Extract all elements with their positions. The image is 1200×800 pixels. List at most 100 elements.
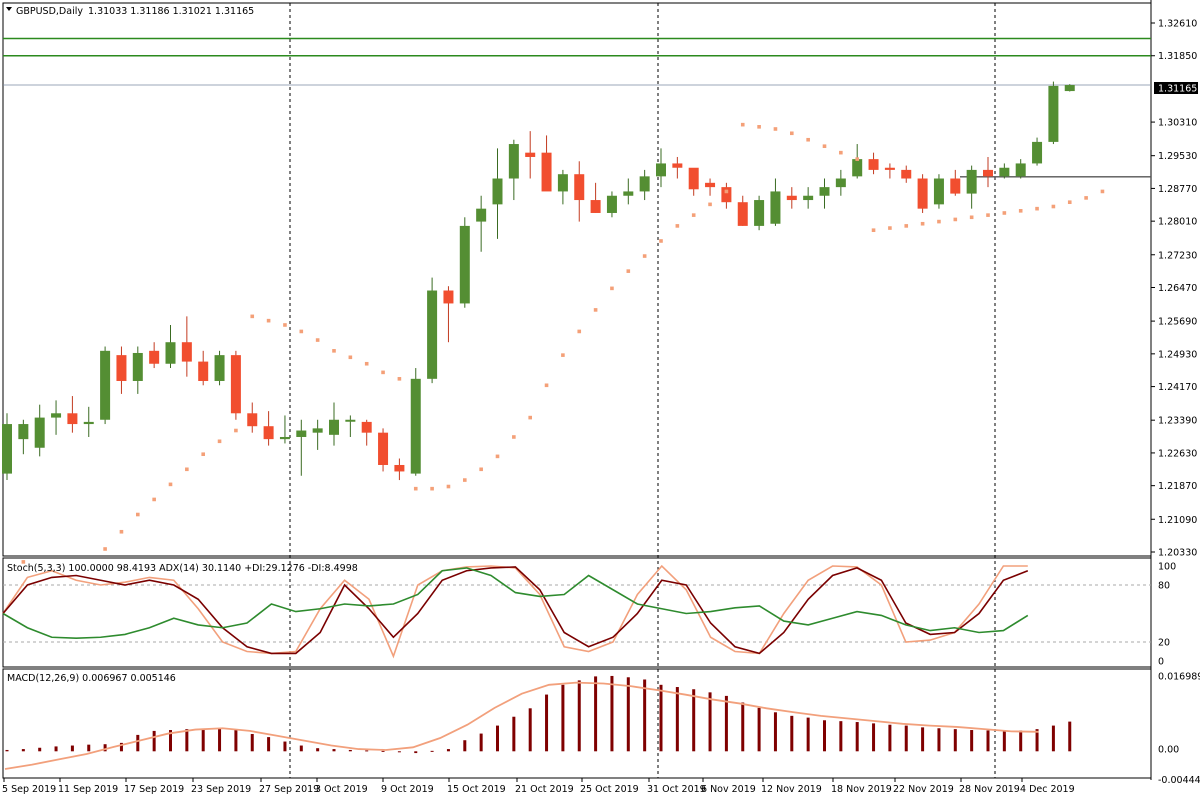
- macd-bar: [136, 734, 140, 752]
- psar-dot: [822, 144, 827, 149]
- price-tick-label: 1.30310: [1158, 118, 1197, 129]
- macd-bar: [953, 729, 957, 752]
- psar-dot: [920, 221, 925, 226]
- psar-dot: [136, 512, 140, 517]
- date-tick-label: 6 Nov 2019: [701, 784, 756, 795]
- price-tick-label: 1.20330: [1158, 548, 1197, 559]
- macd-bar: [1051, 725, 1055, 752]
- psar-dot: [708, 202, 712, 207]
- psar-dot: [201, 452, 205, 457]
- macd-bar: [855, 722, 859, 752]
- candle-body: [999, 167, 1010, 177]
- date-tick-label: 3 Oct 2019: [315, 784, 368, 795]
- date-tick-label: 18 Nov 2019: [831, 784, 892, 795]
- candle-body: [100, 350, 111, 420]
- macd-bar: [316, 748, 320, 752]
- macd-bar: [986, 730, 990, 752]
- macd-bar: [283, 741, 287, 752]
- psar-dot: [577, 329, 582, 334]
- macd-bar: [561, 684, 565, 752]
- psar-dot: [103, 547, 107, 551]
- psar-dot: [152, 497, 156, 502]
- psar-dot: [691, 213, 696, 217]
- psar-dot: [986, 213, 990, 217]
- candle-body: [590, 200, 601, 213]
- psar-dot: [937, 219, 941, 224]
- candle-body: [296, 430, 307, 437]
- macd-bar: [234, 729, 238, 752]
- candle-body: [557, 174, 568, 192]
- macd-bar: [741, 702, 745, 752]
- candle-body: [51, 413, 62, 418]
- date-tick-label: 4 Dec 2019: [1020, 784, 1075, 795]
- psar-dot: [234, 428, 238, 433]
- psar-dot: [299, 329, 304, 334]
- psar-dot: [495, 454, 500, 459]
- date-tick-label: 5 Sep 2019: [2, 784, 56, 795]
- candle-body: [966, 169, 977, 194]
- candle-body: [950, 178, 961, 194]
- date-tick-label: 31 Oct 2019: [647, 784, 706, 795]
- macd-bar: [496, 725, 499, 752]
- macd-bar: [430, 750, 434, 752]
- macd-bar: [169, 730, 172, 752]
- psar-dot: [610, 286, 614, 291]
- candle-body: [263, 426, 274, 440]
- candle-body: [476, 208, 487, 222]
- stoch-signal-line: [2, 566, 1029, 655]
- candle-body: [884, 167, 895, 170]
- psar-dot: [446, 484, 451, 489]
- candle-body: [312, 428, 323, 433]
- macd-bar: [1002, 730, 1006, 752]
- psar-dot: [1067, 200, 1072, 205]
- macd-bar: [348, 749, 352, 752]
- psar-dot: [381, 370, 385, 375]
- macd-bar: [675, 687, 679, 752]
- macd-bar: [70, 745, 74, 752]
- candle-body: [116, 355, 127, 381]
- psar-dot: [806, 137, 810, 142]
- macd-signal-line: [4, 681, 1039, 770]
- macd-bar: [643, 679, 647, 752]
- macd-bar: [512, 716, 516, 752]
- candle-body: [394, 464, 405, 472]
- candle-body: [737, 202, 748, 226]
- candle-body: [786, 195, 797, 201]
- candle-body: [606, 195, 617, 213]
- macd-bar: [218, 728, 222, 752]
- psar-dot: [217, 439, 222, 444]
- psar-dot: [512, 435, 516, 439]
- candle-body: [868, 159, 879, 170]
- stoch-adx-panel: [2, 564, 1151, 659]
- psar-dot: [904, 224, 909, 228]
- candle-body: [819, 187, 830, 196]
- price-tick-label: 1.23390: [1158, 416, 1197, 427]
- candle-body: [459, 225, 470, 304]
- macd-bar: [692, 689, 696, 752]
- macd-bar: [21, 749, 25, 752]
- macd-bar: [38, 747, 42, 752]
- candle-body: [443, 290, 454, 304]
- candle-body: [672, 163, 683, 168]
- psar-dot: [790, 131, 794, 136]
- macd-level-label: 0.016989: [1158, 672, 1200, 683]
- psar-dot: [397, 377, 402, 381]
- candle-body: [852, 159, 863, 177]
- candle-body: [1015, 163, 1026, 177]
- psar-dot: [479, 467, 483, 472]
- parabolic-sar-series: [21, 122, 1105, 564]
- psar-dot: [332, 349, 336, 353]
- candle-body: [933, 178, 944, 205]
- date-tick-label: 23 Sep 2019: [191, 784, 251, 795]
- psar-dot: [855, 157, 859, 161]
- price-tick-label: 1.28010: [1158, 217, 1197, 228]
- macd-bar: [724, 695, 728, 752]
- psar-dot: [593, 308, 598, 312]
- date-tick-label: 15 Oct 2019: [447, 784, 506, 795]
- macd-bar: [610, 675, 614, 752]
- candle-body: [34, 417, 45, 448]
- date-tick-label: 12 Nov 2019: [761, 784, 822, 795]
- candle-body: [721, 187, 732, 203]
- psar-dot: [561, 353, 565, 357]
